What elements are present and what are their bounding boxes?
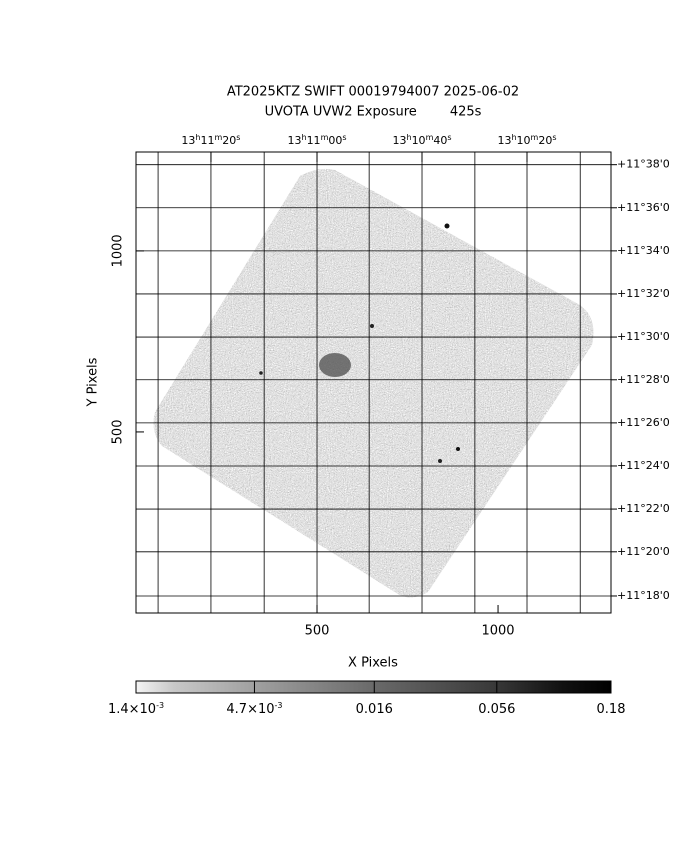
source	[438, 459, 442, 463]
x-tick-label: 1000	[481, 624, 514, 639]
top-tick-label: 13h10m40s	[392, 133, 451, 148]
colorbar-tick-label: 0.18	[597, 702, 626, 717]
exposure-map	[153, 168, 594, 598]
plot-frame	[135, 151, 612, 614]
colorbar-tick-label: 1.4×10-3	[108, 701, 164, 717]
right-tick-label: +11°30'0	[617, 330, 670, 343]
y-tick-label: 1000	[111, 234, 126, 267]
colorbar	[135, 680, 612, 694]
source	[456, 447, 460, 451]
right-tick-label: +11°22'0	[617, 502, 670, 515]
top-tick-label: 13h11m20s	[181, 133, 240, 148]
right-tick-label: +11°20'0	[617, 545, 670, 558]
colorbar-tick-label: 4.7×10-3	[226, 701, 282, 717]
source	[370, 324, 374, 328]
right-tick-label: +11°26'0	[617, 416, 670, 429]
y-tick-label: 500	[111, 420, 126, 445]
right-tick-label: +11°32'0	[617, 287, 670, 300]
right-tick-label: +11°18'0	[617, 589, 670, 602]
right-tick-label: +11°34'0	[617, 244, 670, 257]
image	[153, 168, 594, 598]
right-tick-label: +11°36'0	[617, 201, 670, 214]
source	[444, 223, 450, 229]
colorbar-tick-label: 0.056	[478, 702, 515, 717]
top-tick-label: 13h10m20s	[497, 133, 556, 148]
y-axis-label: Y Pixels	[86, 357, 101, 407]
x-axis-label: X Pixels	[348, 656, 398, 671]
right-tick-label: +11°38'0	[617, 158, 670, 171]
source	[319, 353, 351, 377]
top-tick-label: 13h11m00s	[287, 133, 346, 148]
colorbar-tick-label: 0.016	[356, 702, 393, 717]
chart-subtitle: UVOTA UVW2 Exposure 425s	[265, 105, 482, 120]
chart-title: AT2025KTZ SWIFT 00019794007 2025-06-02	[227, 85, 519, 100]
right-tick-label: +11°24'0	[617, 459, 670, 472]
x-tick-label: 500	[305, 624, 330, 639]
right-tick-label: +11°28'0	[617, 373, 670, 386]
source	[259, 371, 263, 375]
